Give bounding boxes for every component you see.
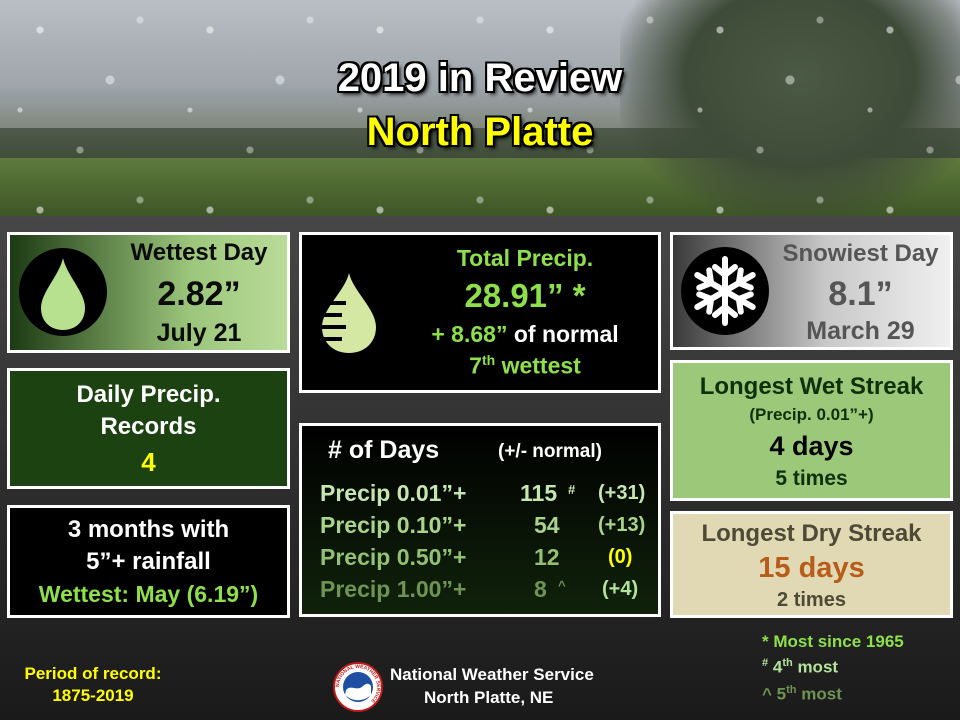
rank-number: 7 [469, 352, 482, 379]
days-header: # of Days [328, 436, 440, 464]
days-row-label: Precip 1.00”+ [320, 576, 467, 602]
dry-streak-times: 2 times [777, 589, 846, 611]
daily-records-line2: Records [100, 413, 197, 440]
daily-records-panel: Daily Precip. Records 4 [7, 368, 290, 489]
days-row-050: Precip 0.50”+ 12 (0) [302, 544, 658, 576]
dry-streak-label: Longest Dry Streak [701, 520, 922, 547]
footnote-most-since: * Most since 1965 [762, 632, 904, 651]
nws-logo-icon: NATIONAL WEATHER SERVICE [333, 662, 383, 712]
days-count-panel: # of Days (+/- normal) Precip 0.01”+ 115… [299, 423, 661, 617]
wet-streak-label: Longest Wet Streak [699, 373, 924, 400]
days-row-001: Precip 0.01”+ 115 # (+31) [302, 480, 658, 512]
footnote-hash-suffix: th [782, 657, 793, 669]
page-title: 2019 in Review [337, 56, 623, 100]
rank-text: wettest [495, 352, 581, 379]
total-precip-rank: 7th wettest [392, 352, 658, 380]
period-of-record-label: Period of record: [24, 664, 162, 683]
days-row-count: 54 [534, 512, 560, 538]
wettest-day-date: July 21 [156, 319, 242, 347]
days-header-note: (+/- normal) [498, 441, 602, 462]
days-row-count: 115 [520, 480, 558, 506]
footnote-hash-num: 4 [772, 657, 783, 677]
days-row-diff: (+4) [602, 578, 639, 600]
snowiest-day-value: 8.1” [828, 275, 893, 313]
days-row-100: Precip 1.00”+ 8 ^ (+4) [302, 576, 658, 608]
dry-streak-value: 15 days [758, 552, 865, 584]
period-of-record-range: 1875-2019 [52, 686, 134, 705]
wet-streak-times: 5 times [775, 467, 848, 490]
page-subtitle: North Platte [366, 110, 594, 154]
footnote-hash-mark: # [762, 657, 769, 669]
graduated-raindrop-icon [316, 271, 382, 360]
wettest-day-panel: Wettest Day 2.82” July 21 [7, 232, 290, 353]
rank-suffix: th [481, 352, 496, 368]
total-precip-departure: + 8.68” of normal [392, 321, 658, 348]
days-row-mark: # [568, 482, 576, 497]
snowiest-day-panel: Snowiest Day 8.1” March 29 [670, 232, 953, 350]
wet-streak-value: 4 days [769, 431, 854, 461]
footnote-caret-text: most [796, 684, 842, 704]
footnote-hash-text: most [792, 657, 839, 677]
wet-streak-panel: Longest Wet Streak (Precip. 0.01”+) 4 da… [670, 360, 953, 501]
footnote-caret-num: 5 [776, 684, 787, 704]
departure-text: of normal [507, 321, 619, 347]
total-precip-value: 28.91” * [464, 277, 586, 314]
days-row-010: Precip 0.10”+ 54 (+13) [302, 512, 658, 544]
months-wettest: Wettest: May (6.19”) [38, 581, 259, 607]
days-row-diff: (0) [608, 546, 633, 568]
footnote-caret-mark: ^ [762, 684, 772, 704]
wet-streak-note: (Precip. 0.01”+) [749, 405, 874, 424]
daily-records-value: 4 [141, 447, 156, 477]
header-photo [0, 0, 960, 216]
nws-name: National Weather Service [390, 665, 594, 684]
dry-streak-panel: Longest Dry Streak 15 days 2 times [670, 511, 953, 618]
footnote-caret-suffix: th [786, 684, 797, 696]
wettest-day-label: Wettest Day [130, 239, 268, 266]
snowiest-day-date: March 29 [806, 317, 915, 345]
footnote-5th-most: ^ 5th most [762, 684, 842, 705]
days-row-count: 8 [534, 576, 547, 602]
months-line2: 5”+ rainfall [86, 548, 211, 575]
days-row-label: Precip 0.10”+ [320, 512, 467, 538]
raindrop-icon [19, 248, 107, 336]
months-line1: 3 months with [67, 516, 230, 543]
snowflake-icon [681, 247, 769, 335]
total-precip-label: Total Precip. [456, 245, 594, 271]
nws-office: North Platte, NE [424, 688, 554, 707]
departure-value: + 8.68” [431, 321, 508, 347]
months-rainfall-panel: 3 months with 5”+ rainfall Wettest: May … [7, 505, 290, 618]
days-row-count: 12 [534, 544, 560, 570]
raindrops-overlay [0, 0, 960, 216]
wettest-day-value: 2.82” [157, 275, 241, 313]
total-precip-panel: Total Precip. 28.91” * + 8.68” of normal… [299, 232, 661, 393]
snowiest-day-label: Snowiest Day [782, 240, 939, 267]
days-row-mark: ^ [558, 578, 566, 593]
days-row-diff: (+13) [598, 514, 646, 536]
footnote-4th-most: # 4th most [762, 657, 838, 678]
days-row-label: Precip 0.01”+ [320, 480, 467, 506]
days-row-diff: (+31) [598, 482, 646, 504]
daily-records-line1: Daily Precip. [76, 381, 221, 408]
days-row-label: Precip 0.50”+ [320, 544, 467, 570]
